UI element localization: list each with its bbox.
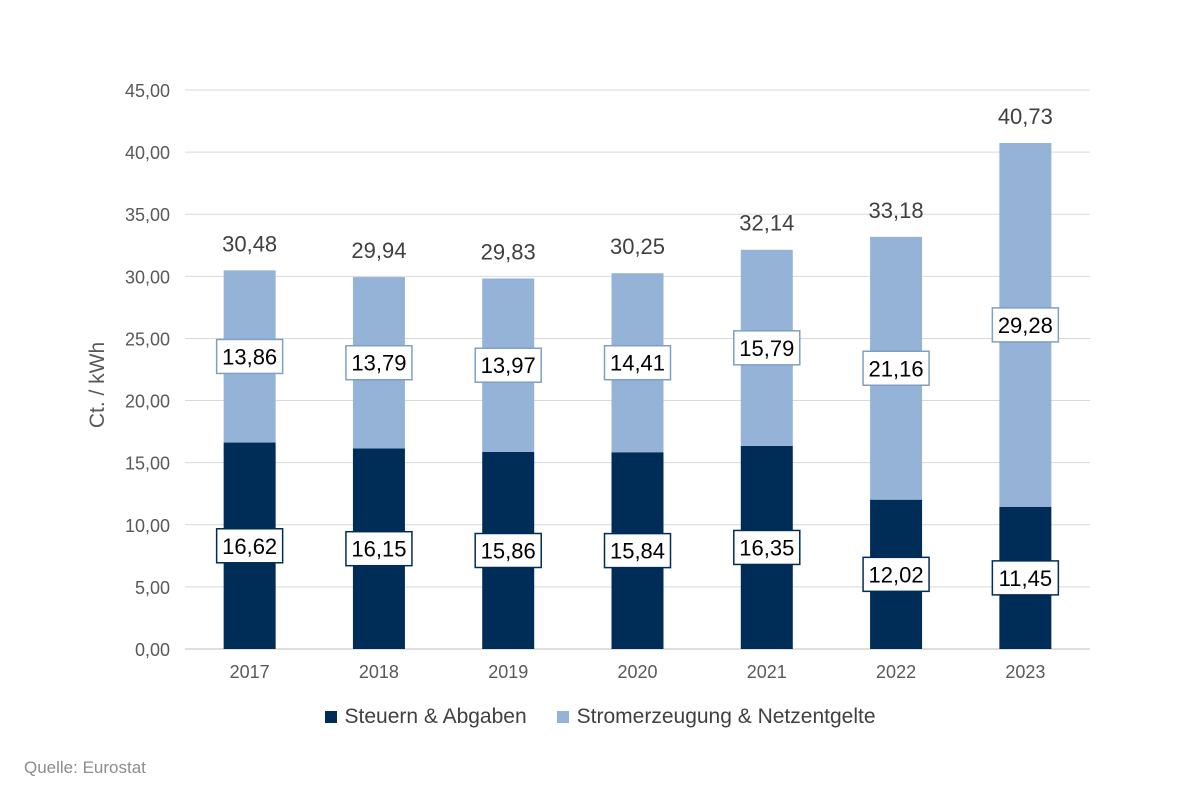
data-label-stromerzeugung: 13,86 bbox=[222, 344, 277, 369]
legend: Steuern & Abgaben Stromerzeugung & Netze… bbox=[0, 700, 1200, 734]
x-tick-label: 2023 bbox=[1005, 662, 1045, 682]
data-label-stromerzeugung-box bbox=[991, 307, 1060, 343]
data-label-steuern: 15,84 bbox=[610, 539, 665, 564]
x-axis-ticks: 2017 2018 2019 2020 2021 2022 2023 bbox=[230, 662, 1046, 682]
data-label-stromerzeugung: 21,16 bbox=[869, 356, 924, 381]
data-label-stromerzeugung: 13,79 bbox=[351, 351, 406, 376]
data-label-stromerzeugung-box bbox=[345, 344, 413, 381]
total-label: 29,83 bbox=[481, 239, 536, 264]
y-tick-label: 40,00 bbox=[125, 143, 170, 163]
y-tick-label: 25,00 bbox=[125, 329, 170, 349]
y-tick-label: 30,00 bbox=[125, 267, 170, 287]
data-label-stromerzeugung-box bbox=[474, 347, 542, 383]
data-label-stromerzeugung: 15,79 bbox=[739, 336, 794, 361]
data-label-steuern-box bbox=[991, 560, 1060, 596]
y-tick-label: 35,00 bbox=[125, 205, 170, 225]
x-tick-label: 2021 bbox=[747, 662, 787, 682]
data-label-stromerzeugung-box bbox=[215, 338, 284, 375]
x-tick-label: 2017 bbox=[230, 662, 270, 682]
y-tick-label: 0,00 bbox=[135, 640, 170, 660]
total-label: 29,94 bbox=[351, 238, 406, 263]
data-label-steuern-box bbox=[215, 528, 284, 564]
data-label-steuern: 15,86 bbox=[481, 538, 536, 563]
y-tick-label: 45,00 bbox=[125, 81, 170, 101]
legend-item-steuern: Steuern & Abgaben bbox=[324, 705, 527, 729]
data-label-stromerzeugung-box bbox=[862, 350, 930, 387]
data-label-stromerzeugung: 13,97 bbox=[481, 353, 536, 378]
y-tick-label: 5,00 bbox=[135, 578, 170, 598]
data-label-stromerzeugung: 14,41 bbox=[610, 351, 665, 376]
y-tick-label: 15,00 bbox=[125, 454, 170, 474]
total-label: 30,25 bbox=[610, 234, 665, 259]
data-label-stromerzeugung-box bbox=[603, 344, 672, 381]
data-label-steuern-box bbox=[474, 532, 542, 569]
y-axis-ticks: 0,00 5,00 10,00 15,00 20,00 25,00 30,00 35,00 40… bbox=[125, 81, 170, 660]
y-axis-label: Ct. / kWh bbox=[86, 342, 109, 428]
y-tick-label: 10,00 bbox=[125, 516, 170, 536]
x-tick-label: 2019 bbox=[488, 662, 528, 682]
data-label-steuern: 12,02 bbox=[869, 562, 924, 587]
data-label-stromerzeugung-box bbox=[733, 330, 801, 366]
data-label-steuern-box bbox=[862, 556, 930, 593]
data-label-steuern: 11,45 bbox=[999, 566, 1052, 591]
legend-item-stromerzeugung: Stromerzeugung & Netzentgelte bbox=[556, 705, 876, 729]
data-label-steuern-box bbox=[345, 530, 413, 567]
x-tick-label: 2018 bbox=[359, 662, 399, 682]
source-note: Quelle: Eurostat bbox=[24, 758, 146, 777]
legend-swatch-steuern bbox=[324, 711, 337, 723]
data-label-steuern: 16,35 bbox=[739, 535, 794, 560]
legend-swatch-stromerzeugung bbox=[556, 711, 569, 723]
bars: 16,62 13,86 30,48 16,15 13,79 29,94 15,86 13,97… bbox=[215, 104, 1060, 649]
data-label-steuern: 16,62 bbox=[222, 534, 277, 559]
data-label-steuern: 16,15 bbox=[351, 537, 406, 562]
data-label-steuern-box bbox=[603, 532, 672, 569]
data-label-steuern-box bbox=[733, 529, 801, 566]
x-tick-label: 2020 bbox=[617, 662, 657, 682]
x-tick-label: 2022 bbox=[876, 662, 916, 682]
total-label: 30,48 bbox=[222, 231, 277, 256]
legend-label-stromerzeugung: Stromerzeugung & Netzentgelte bbox=[576, 705, 876, 728]
total-label: 40,73 bbox=[998, 104, 1053, 129]
y-tick-label: 20,00 bbox=[125, 392, 170, 412]
legend-label-steuern: Steuern & Abgaben bbox=[344, 705, 527, 728]
data-label-stromerzeugung: 29,28 bbox=[998, 313, 1053, 338]
total-label: 32,14 bbox=[739, 211, 794, 236]
total-label: 33,18 bbox=[869, 198, 924, 223]
